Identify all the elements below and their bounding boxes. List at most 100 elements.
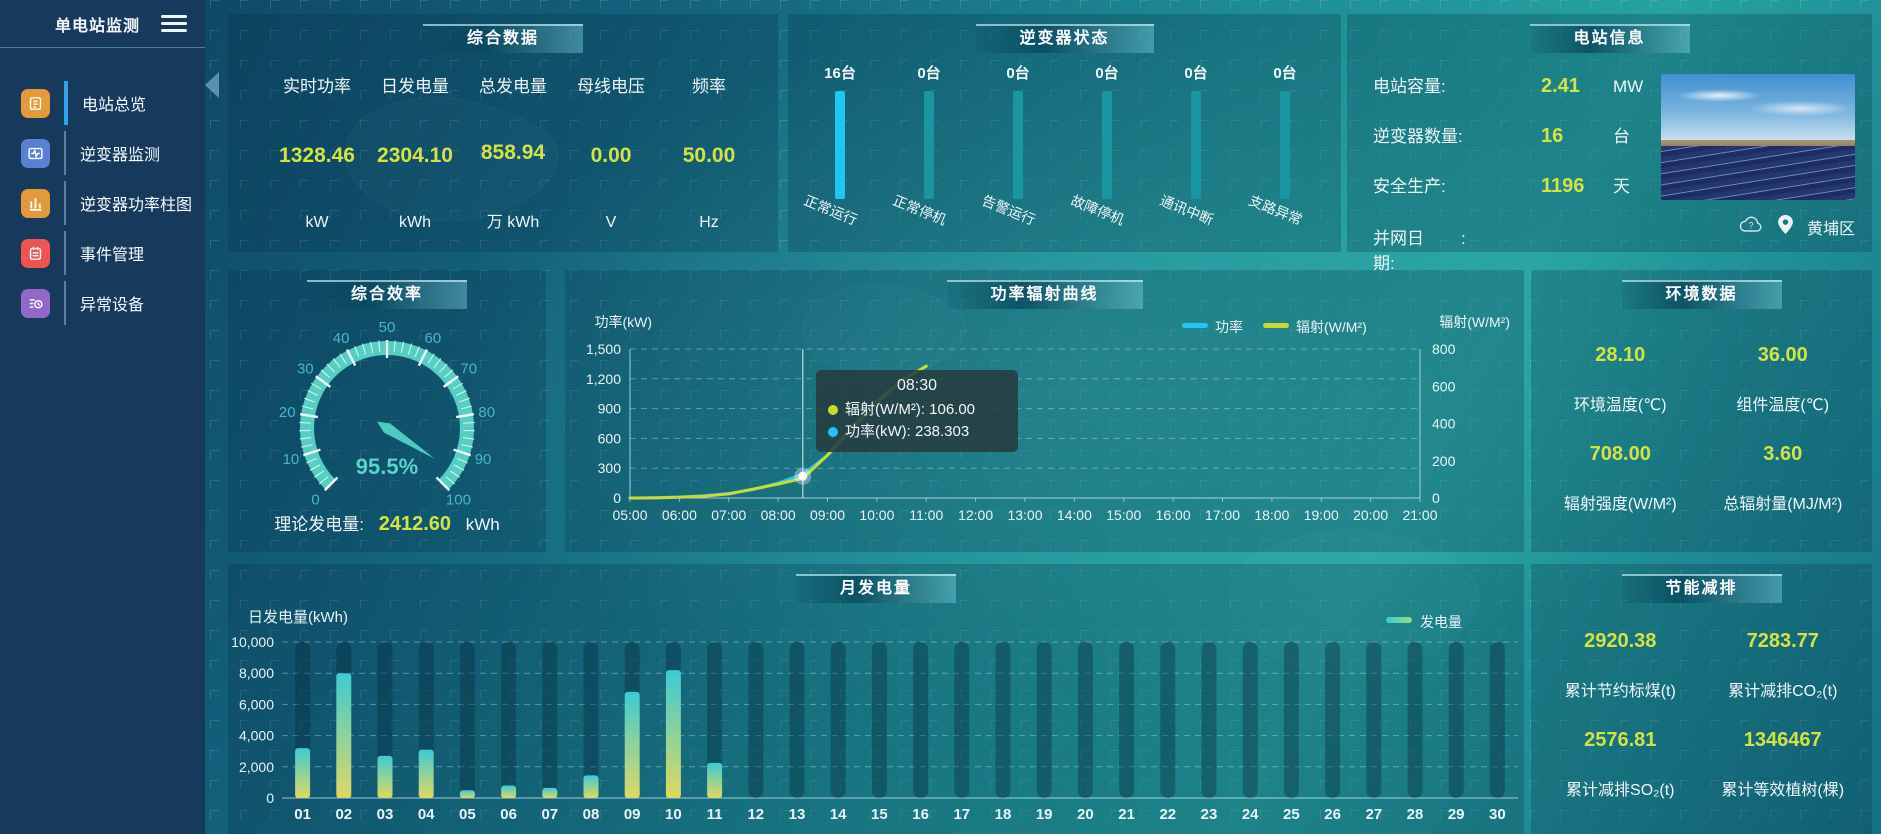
station-row-unit: 天 (1613, 177, 1630, 196)
svg-text:辐射(W/M²): 辐射(W/M²) (1296, 319, 1367, 335)
svg-text:6,000: 6,000 (239, 696, 274, 712)
panel-summary-data: 综合数据 实时功率 1328.46 kW 日发电量 2304.10 kWh 总发… (228, 14, 778, 252)
sidebar-item-label: 事件管理 (80, 247, 145, 264)
svg-text:02: 02 (335, 806, 352, 823)
svg-text:80: 80 (478, 404, 495, 421)
env-label: 辐射强度(W/M²) (1563, 496, 1677, 513)
panel-environment-data: 环境数据 28.10 环境温度(℃) 36.00 组件温度(℃) 708.00 … (1531, 270, 1872, 552)
efficiency-gauge-chart[interactable]: 0 10 20 30 40 50 60 70 80 90 100 95.5% (228, 306, 546, 520)
svg-text:95.5%: 95.5% (356, 454, 418, 479)
svg-text:10:00: 10:00 (859, 507, 894, 523)
svg-text:0: 0 (1432, 490, 1440, 506)
sidebar-item-station-overview[interactable]: 电站总览 (0, 78, 205, 128)
metric-value: 0.00 (590, 143, 632, 167)
sidebar-menu: 电站总览 逆变器监测 逆变器功率柱图 事 (0, 78, 205, 328)
panel-inverter-status: 逆变器状态 16台 正常运行 0台 正常停机 0台 告警运行 0台 故障停机 0… (788, 14, 1341, 252)
svg-text:13: 13 (789, 806, 806, 823)
saving-trees: 1346467 累计等效植树(棵) (1721, 729, 1844, 800)
sidebar-item-label: 逆变器监测 (80, 147, 161, 164)
svg-text:?: ? (1748, 220, 1753, 230)
svg-text:05: 05 (459, 806, 476, 823)
panel-title: 环境数据 (1621, 280, 1782, 309)
metric-realtime-power: 实时功率 1328.46 kW (268, 72, 366, 232)
status-bar (1191, 91, 1201, 199)
hamburger-menu-icon[interactable] (161, 11, 187, 36)
env-value: 708.00 (1589, 443, 1651, 465)
monthly-generation-bar-chart[interactable]: 0 2,000 4,000 6,000 8,000 10,000 日发电量(kWh) 发电量 0… (228, 564, 1524, 834)
status-label: 故障停机 (1068, 192, 1127, 228)
status-col-alarm-running: 0台 告警运行 (972, 62, 1064, 228)
metric-unit: kWh (399, 214, 431, 231)
tooltip-time: 08:30 (896, 377, 938, 394)
power-radiation-line-chart[interactable]: 0 300 600 900 1,200 1,500 0 200 400 600 800 05:00 06… (565, 270, 1524, 552)
svg-text:10: 10 (283, 451, 300, 468)
svg-text:05:00: 05:00 (612, 507, 647, 523)
status-bar (1102, 91, 1112, 199)
svg-text:30: 30 (297, 361, 314, 378)
metric-value: 858.94 (480, 140, 546, 164)
menu-divider (64, 231, 66, 275)
svg-text:11:00: 11:00 (909, 507, 943, 523)
env-label: 组件温度(℃) (1736, 397, 1830, 414)
metric-label: 频率 (692, 77, 726, 96)
metric-daily-energy: 日发电量 2304.10 kWh (366, 72, 464, 232)
station-row-label: 逆变器数量: (1373, 127, 1463, 146)
chart-tooltip: 08:30 辐射(W/M²): 106.00 功率(kW): 238.303 (816, 370, 1018, 452)
saving-grid: 2920.38 累计节约标煤(t) 7283.77 累计减排CO₂(t) 257… (1539, 616, 1864, 814)
svg-text:16:00: 16:00 (1156, 507, 1191, 523)
metric-label: 总发电量 (479, 77, 547, 96)
saving-label: 累计减排SO₂(t) (1566, 782, 1675, 799)
svg-text:1,200: 1,200 (586, 371, 621, 387)
status-label: 正常停机 (890, 192, 949, 228)
sidebar-item-label: 异常设备 (80, 297, 145, 314)
svg-text:40: 40 (333, 330, 350, 347)
grid-connect-date-row: 并网日期: : (1373, 224, 1466, 274)
svg-text:30: 30 (1489, 806, 1506, 823)
sidebar-item-label: 逆变器功率柱图 (80, 197, 193, 214)
metric-unit: kW (305, 214, 329, 231)
metric-bus-voltage: 母线电压 0.00 V (562, 72, 660, 232)
sidebar-item-label: 电站总览 (82, 97, 147, 114)
metric-value: 2304.10 (377, 143, 453, 167)
theory-value: 2412.60 (378, 513, 452, 535)
status-bar (1013, 91, 1023, 199)
panel-station-info: 电站信息 电站容量: 2.41 MW 逆变器数量: 16 台 安全生产: 119… (1347, 14, 1872, 273)
svg-text:600: 600 (1432, 378, 1456, 394)
svg-text:25: 25 (1283, 806, 1300, 823)
env-grid: 28.10 环境温度(℃) 36.00 组件温度(℃) 708.00 辐射强度(… (1539, 330, 1864, 528)
svg-text:06:00: 06:00 (662, 507, 697, 523)
metric-value: 50.00 (682, 143, 736, 167)
svg-text:21: 21 (1118, 806, 1135, 823)
svg-text:19:00: 19:00 (1304, 507, 1339, 523)
svg-text:23: 23 (1201, 806, 1218, 823)
svg-text:4,000: 4,000 (239, 728, 274, 744)
svg-text:26: 26 (1324, 806, 1341, 823)
tooltip-text: 辐射(W/M²): 106.00 (845, 401, 976, 418)
sidebar-item-inverter-monitor[interactable]: 逆变器监测 (0, 128, 205, 178)
svg-text:28: 28 (1407, 806, 1424, 823)
photo-solar-panels (1661, 145, 1855, 200)
station-row-unit: 台 (1613, 127, 1630, 146)
svg-text:29: 29 (1448, 806, 1465, 823)
station-row-label: 安全生产: (1373, 177, 1446, 196)
svg-text:1,500: 1,500 (586, 341, 621, 357)
metric-unit: V (605, 214, 617, 231)
abnormal-device-icon (21, 288, 50, 318)
photo-mountain (1661, 139, 1855, 150)
svg-text:13:00: 13:00 (1007, 507, 1042, 523)
tooltip-text: 功率(kW): 238.303 (845, 423, 970, 440)
svg-text:17:00: 17:00 (1205, 507, 1240, 523)
sidebar: 单电站监测 电站总览 逆变器监测 (0, 0, 205, 834)
sidebar-item-abnormal-devices[interactable]: 异常设备 (0, 278, 205, 328)
sidebar-item-event-management[interactable]: 事件管理 (0, 228, 205, 278)
menu-divider (64, 131, 66, 175)
station-footer: ? 黄埔区 (1738, 215, 1855, 239)
sidebar-collapse-arrow-icon[interactable] (205, 72, 219, 98)
svg-text:90: 90 (475, 451, 492, 468)
weather-icon: ? (1738, 216, 1764, 239)
svg-text:0: 0 (613, 490, 621, 506)
sidebar-item-inverter-power-bars[interactable]: 逆变器功率柱图 (0, 178, 205, 228)
env-label: 总辐射量(MJ/M²) (1723, 496, 1843, 513)
svg-text:8,000: 8,000 (239, 665, 274, 681)
